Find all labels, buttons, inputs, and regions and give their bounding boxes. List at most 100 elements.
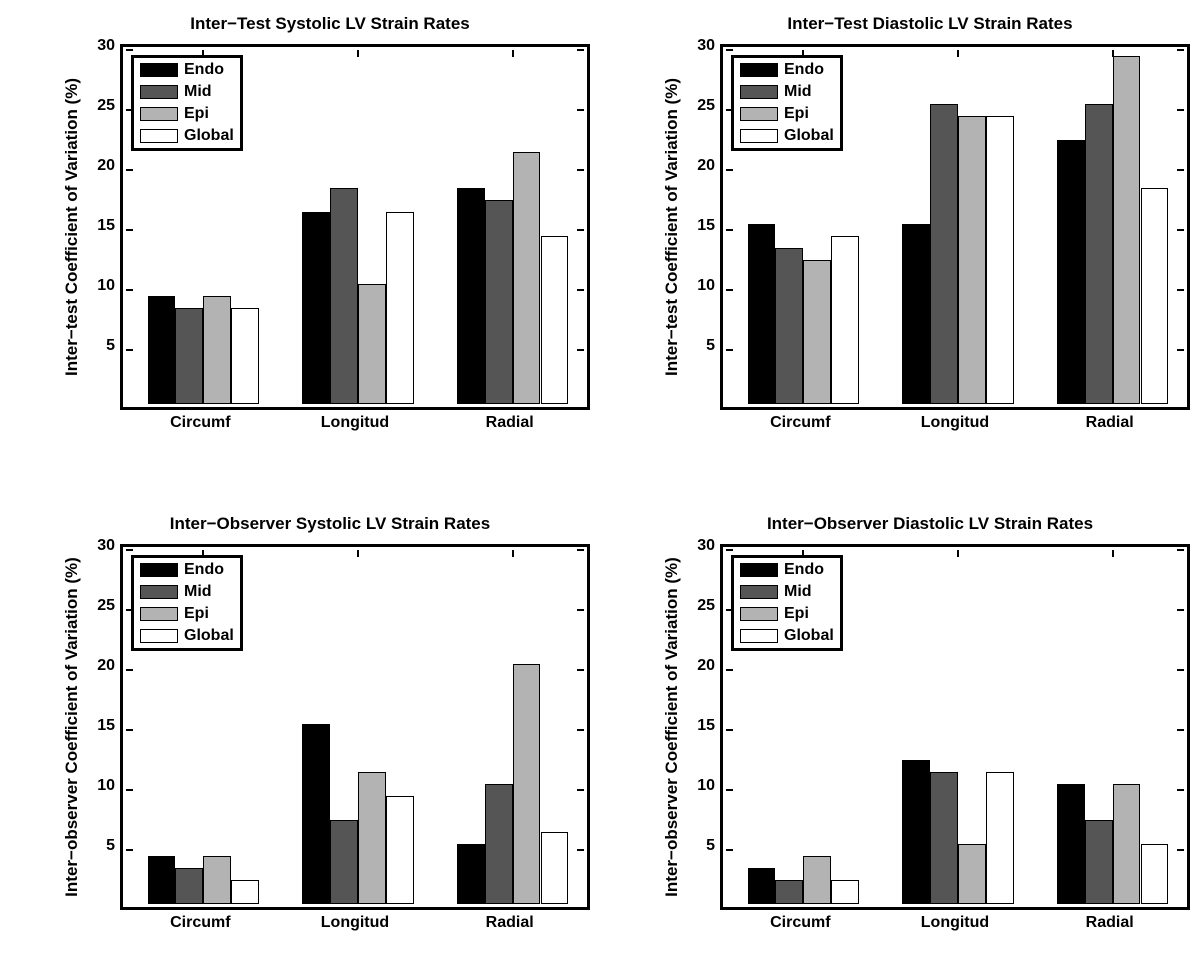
legend-item: Global	[140, 128, 234, 144]
x-tick-label: Longitud	[278, 414, 433, 432]
x-tick-mark	[957, 50, 959, 57]
y-tick-mark	[726, 169, 733, 171]
legend-label: Mid	[184, 84, 212, 100]
y-tick-mark	[726, 729, 733, 731]
y-tick-mark	[577, 349, 584, 351]
y-tick-mark	[1177, 549, 1184, 551]
legend-swatch	[140, 585, 178, 599]
bar	[803, 856, 831, 904]
x-tick-mark	[512, 50, 514, 57]
y-tick-label: 10	[675, 777, 715, 795]
y-tick-mark	[126, 789, 133, 791]
y-tick-mark	[126, 169, 133, 171]
y-tick-label: 5	[75, 837, 115, 855]
legend-item: Epi	[740, 606, 834, 622]
y-tick-label: 10	[75, 777, 115, 795]
bar	[513, 152, 541, 404]
bar	[386, 212, 414, 404]
x-tick-mark	[957, 550, 959, 557]
plot-area: EndoMidEpiGlobal	[720, 544, 1190, 910]
y-tick-mark	[577, 109, 584, 111]
x-tick-label: Radial	[432, 414, 587, 432]
chart-title: Inter−Observer Diastolic LV Strain Rates	[660, 510, 1200, 544]
y-tick-label: 20	[675, 157, 715, 175]
legend-item: Endo	[140, 62, 234, 78]
bar	[748, 224, 776, 404]
legend-swatch	[140, 607, 178, 621]
bar	[302, 724, 330, 904]
bar	[1113, 56, 1141, 404]
legend-label: Global	[184, 128, 234, 144]
y-tick-mark	[126, 49, 133, 51]
y-tick-label: 10	[675, 277, 715, 295]
legend-label: Epi	[784, 106, 809, 122]
bar	[1113, 784, 1141, 904]
y-tick-mark	[1177, 849, 1184, 851]
bar	[358, 772, 386, 904]
x-tick-label: Circumf	[123, 414, 278, 432]
legend-label: Mid	[784, 584, 812, 600]
x-tick-label: Circumf	[723, 414, 878, 432]
x-tick-mark	[512, 550, 514, 557]
x-tick-mark	[357, 50, 359, 57]
bar	[831, 880, 859, 904]
y-tick-label: 10	[75, 277, 115, 295]
bar	[775, 248, 803, 404]
bar	[457, 188, 485, 404]
y-tick-label: 25	[675, 597, 715, 615]
bar	[748, 868, 776, 904]
y-tick-mark	[577, 729, 584, 731]
x-tick-label: Radial	[1032, 914, 1187, 932]
legend-label: Global	[184, 628, 234, 644]
y-tick-mark	[1177, 169, 1184, 171]
chart-title: Inter−Test Diastolic LV Strain Rates	[660, 10, 1200, 44]
bar	[541, 236, 569, 404]
y-tick-label: 25	[75, 97, 115, 115]
y-tick-label: 25	[675, 97, 715, 115]
y-tick-label: 5	[675, 837, 715, 855]
legend: EndoMidEpiGlobal	[731, 55, 843, 151]
chart-panel: Inter−Test Systolic LV Strain RatesEndoM…	[60, 10, 600, 450]
y-tick-label: 30	[675, 37, 715, 55]
x-tick-mark	[1112, 550, 1114, 557]
bar	[231, 880, 259, 904]
y-tick-mark	[126, 729, 133, 731]
bar	[175, 868, 203, 904]
y-tick-mark	[577, 169, 584, 171]
bar	[831, 236, 859, 404]
y-tick-mark	[577, 49, 584, 51]
y-tick-label: 20	[675, 657, 715, 675]
y-tick-mark	[726, 669, 733, 671]
y-tick-mark	[726, 229, 733, 231]
y-tick-mark	[126, 289, 133, 291]
bar	[902, 760, 930, 904]
y-tick-mark	[126, 549, 133, 551]
legend-swatch	[740, 607, 778, 621]
bar	[1141, 188, 1169, 404]
y-tick-label: 30	[675, 537, 715, 555]
y-tick-label: 20	[75, 657, 115, 675]
plot-area: EndoMidEpiGlobal	[120, 544, 590, 910]
y-tick-label: 20	[75, 157, 115, 175]
legend-label: Mid	[784, 84, 812, 100]
legend-label: Epi	[184, 106, 209, 122]
chart-panel: Inter−Test Diastolic LV Strain RatesEndo…	[660, 10, 1200, 450]
legend-label: Epi	[784, 606, 809, 622]
legend-item: Epi	[740, 106, 834, 122]
y-tick-mark	[577, 549, 584, 551]
legend-swatch	[740, 585, 778, 599]
y-tick-mark	[1177, 109, 1184, 111]
bar	[330, 188, 358, 404]
legend-item: Mid	[740, 84, 834, 100]
bar	[775, 880, 803, 904]
bar	[541, 832, 569, 904]
y-tick-label: 5	[75, 337, 115, 355]
legend-label: Endo	[184, 62, 224, 78]
y-tick-mark	[1177, 289, 1184, 291]
bar	[986, 116, 1014, 404]
y-tick-mark	[126, 229, 133, 231]
legend-item: Endo	[740, 562, 834, 578]
bar	[1057, 140, 1085, 404]
x-tick-label: Radial	[432, 914, 587, 932]
legend-label: Global	[784, 128, 834, 144]
